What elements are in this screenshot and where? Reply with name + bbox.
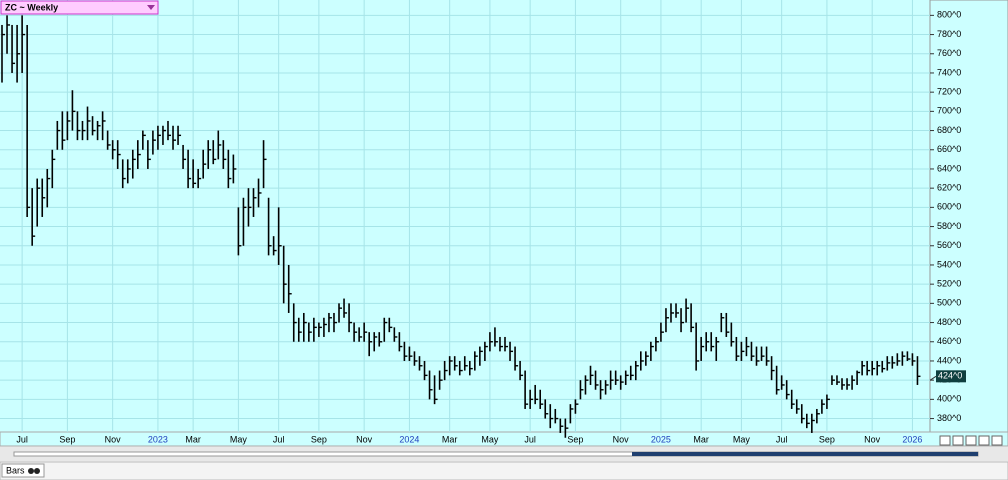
nav-button[interactable] (991, 435, 1003, 446)
x-tick-label: Nov (105, 434, 122, 444)
x-tick-label: May (230, 434, 248, 444)
x-tick-label: Mar (693, 434, 709, 444)
nav-button[interactable] (952, 435, 964, 446)
y-tick-label: 620^0 (937, 183, 961, 193)
y-tick-label: 460^0 (937, 336, 961, 346)
dropdown-arrow[interactable] (147, 5, 155, 10)
x-tick-label: Mar (185, 434, 201, 444)
x-tick-label: Nov (864, 434, 881, 444)
time-axis (0, 431, 1008, 447)
x-tick-label: Sep (311, 434, 327, 444)
x-tick-label: Sep (567, 434, 583, 444)
tab-icon (28, 468, 34, 474)
scroll-thumb[interactable] (632, 452, 978, 456)
x-tick-label: Jul (776, 434, 788, 444)
y-tick-label: 500^0 (937, 298, 961, 308)
y-tick-label: 540^0 (937, 259, 961, 269)
y-tick-label: 720^0 (937, 87, 961, 97)
x-tick-label: Jul (273, 434, 285, 444)
y-tick-label: 640^0 (937, 163, 961, 173)
y-tick-label: 400^0 (937, 394, 961, 404)
x-tick-label: Mar (442, 434, 458, 444)
nav-button[interactable] (978, 435, 990, 446)
y-tick-label: 580^0 (937, 221, 961, 231)
footer-bar (0, 461, 1008, 480)
y-tick-label: 480^0 (937, 317, 961, 327)
last-price-box (936, 370, 966, 383)
x-tick-label: 2024 (399, 434, 419, 444)
tab-icon (34, 468, 40, 474)
last-price-pointer (929, 375, 937, 381)
y-tick-label: 740^0 (937, 67, 961, 77)
x-tick-label: 2023 (148, 434, 168, 444)
y-tick-label: 600^0 (937, 202, 961, 212)
y-tick-label: 440^0 (937, 355, 961, 365)
x-tick-label: Jul (16, 434, 28, 444)
price-axis (929, 0, 1008, 433)
x-tick-label: 2025 (651, 434, 671, 444)
y-tick-label: 700^0 (937, 106, 961, 116)
x-tick-label: Jul (524, 434, 536, 444)
y-tick-label: 380^0 (937, 413, 961, 423)
x-tick-label: Sep (819, 434, 835, 444)
y-tick-label: 660^0 (937, 144, 961, 154)
y-tick-label: 780^0 (937, 29, 961, 39)
nav-button[interactable] (965, 435, 977, 446)
y-tick-label: 560^0 (937, 240, 961, 250)
y-tick-label: 520^0 (937, 279, 961, 289)
y-tick-label: 680^0 (937, 125, 961, 135)
x-tick-label: May (733, 434, 751, 444)
last-price-label: 424^0 (938, 371, 962, 381)
nav-button[interactable] (939, 435, 951, 446)
title-box[interactable] (0, 0, 159, 15)
x-tick-label: May (481, 434, 499, 444)
x-tick-label: Sep (59, 434, 75, 444)
footer-tab-label: Bars (6, 465, 25, 475)
x-tick-label: 2026 (902, 434, 922, 444)
x-tick-label: Nov (613, 434, 630, 444)
y-tick-label: 800^0 (937, 10, 961, 20)
footer-tab[interactable] (1, 463, 45, 478)
y-tick-label: 760^0 (937, 48, 961, 58)
chart-title: ZC ~ Weekly (5, 2, 58, 12)
x-tick-label: Nov (356, 434, 373, 444)
